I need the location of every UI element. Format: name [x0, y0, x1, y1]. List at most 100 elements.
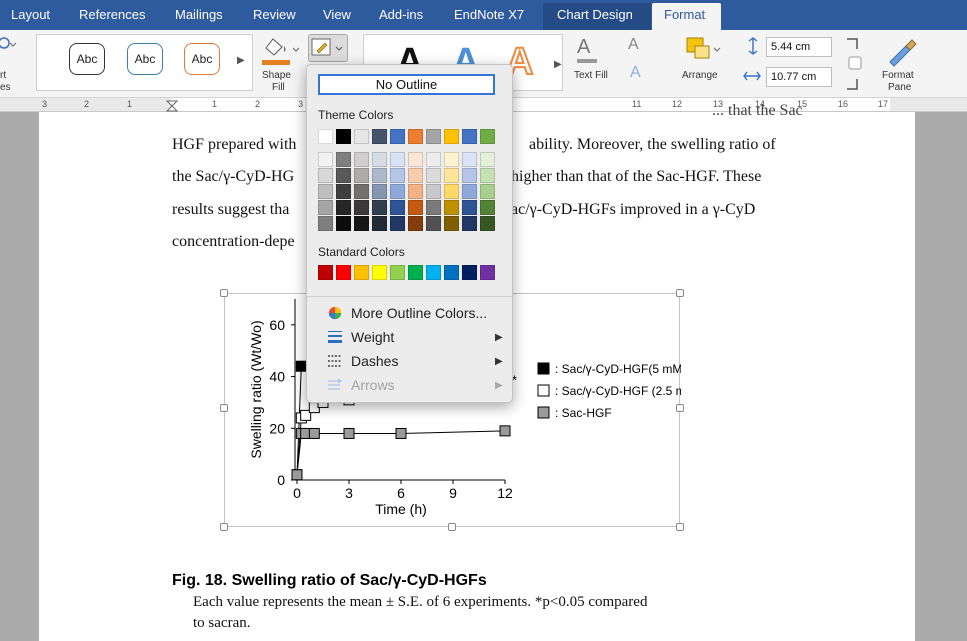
standard-color-swatch[interactable] [372, 265, 387, 280]
tab-format[interactable]: Format [664, 7, 706, 22]
resize-handle[interactable] [676, 523, 684, 531]
dashes-item[interactable]: Dashes [328, 353, 398, 369]
standard-color-swatch[interactable] [426, 265, 441, 280]
theme-color-swatch[interactable] [426, 129, 441, 144]
theme-shade-swatch[interactable] [426, 184, 441, 199]
theme-shade-swatch[interactable] [318, 168, 333, 183]
resize-handle[interactable] [676, 289, 684, 297]
theme-shade-swatch[interactable] [408, 184, 423, 199]
theme-shade-swatch[interactable] [372, 216, 387, 231]
theme-shade-swatch[interactable] [408, 216, 423, 231]
theme-shade-swatch[interactable] [408, 152, 423, 167]
standard-color-swatch[interactable] [480, 265, 495, 280]
theme-shade-swatch[interactable] [426, 216, 441, 231]
theme-color-swatch[interactable] [354, 129, 369, 144]
tab-layout[interactable]: Layout [11, 7, 51, 22]
standard-color-swatch[interactable] [444, 265, 459, 280]
theme-shade-swatch[interactable] [318, 152, 333, 167]
tab-add-ins[interactable]: Add-ins [379, 7, 424, 22]
theme-shade-swatch[interactable] [336, 184, 351, 199]
tab-format-active[interactable]: Format [652, 3, 721, 30]
crop-icon[interactable] [846, 37, 862, 91]
resize-handle[interactable] [220, 289, 228, 297]
shape-style-3[interactable]: Abc [184, 43, 220, 75]
theme-shade-swatch[interactable] [480, 168, 495, 183]
tab-review[interactable]: Review [253, 7, 296, 22]
arrange-icon[interactable] [684, 36, 724, 66]
theme-shade-swatch[interactable] [354, 168, 369, 183]
shape-styles-gallery[interactable]: Abc Abc Abc ▶ [36, 34, 253, 91]
tab-references[interactable]: References [79, 7, 146, 22]
theme-shade-swatch[interactable] [462, 168, 477, 183]
gallery-next-icon[interactable]: ▶ [237, 55, 245, 66]
text-effects-icon[interactable]: A [630, 64, 641, 81]
width-field[interactable]: 10.77 cm [766, 67, 832, 87]
theme-color-swatch[interactable] [462, 129, 477, 144]
resize-handle[interactable] [676, 404, 684, 412]
theme-shade-swatch[interactable] [390, 168, 405, 183]
shape-icon[interactable] [0, 34, 18, 54]
shape-outline-button[interactable] [308, 34, 348, 62]
theme-color-swatch[interactable] [336, 129, 351, 144]
indent-marker-icon[interactable] [166, 100, 178, 112]
theme-shade-swatch[interactable] [336, 168, 351, 183]
theme-shade-swatch[interactable] [336, 216, 351, 231]
theme-shade-swatch[interactable] [318, 184, 333, 199]
theme-shade-swatch[interactable] [462, 216, 477, 231]
arrows-item[interactable]: Arrows [328, 377, 395, 393]
theme-shade-swatch[interactable] [426, 168, 441, 183]
tab-view[interactable]: View [323, 7, 351, 22]
theme-shade-swatch[interactable] [444, 152, 459, 167]
theme-color-swatch[interactable] [480, 129, 495, 144]
theme-color-swatch[interactable] [390, 129, 405, 144]
theme-color-swatch[interactable] [444, 129, 459, 144]
theme-shade-swatch[interactable] [444, 216, 459, 231]
text-fill-button[interactable]: A [577, 36, 603, 64]
theme-shade-swatch[interactable] [372, 152, 387, 167]
resize-handle[interactable] [220, 523, 228, 531]
theme-shade-swatch[interactable] [462, 184, 477, 199]
standard-color-swatch[interactable] [408, 265, 423, 280]
theme-shade-swatch[interactable] [426, 200, 441, 215]
standard-color-swatch[interactable] [390, 265, 405, 280]
theme-shade-swatch[interactable] [480, 216, 495, 231]
theme-shade-swatch[interactable] [390, 200, 405, 215]
theme-shade-swatch[interactable] [408, 200, 423, 215]
wordart-next-icon[interactable]: ▶ [554, 59, 562, 70]
tab-endnote[interactable]: EndNote X7 [454, 7, 525, 22]
theme-shade-swatch[interactable] [408, 168, 423, 183]
theme-shade-swatch[interactable] [372, 168, 387, 183]
tab-mailings[interactable]: Mailings [175, 7, 223, 22]
theme-shade-swatch[interactable] [354, 184, 369, 199]
theme-color-swatch[interactable] [372, 129, 387, 144]
resize-handle[interactable] [220, 404, 228, 412]
theme-shade-swatch[interactable] [480, 200, 495, 215]
theme-shade-swatch[interactable] [444, 184, 459, 199]
theme-shade-swatch[interactable] [444, 168, 459, 183]
weight-item[interactable]: Weight [328, 329, 394, 345]
theme-shade-swatch[interactable] [318, 216, 333, 231]
theme-color-swatch[interactable] [318, 129, 333, 144]
theme-shade-swatch[interactable] [354, 152, 369, 167]
no-outline-button[interactable]: No Outline [318, 74, 495, 95]
theme-shade-swatch[interactable] [372, 184, 387, 199]
theme-shade-swatch[interactable] [336, 152, 351, 167]
theme-color-swatch[interactable] [408, 129, 423, 144]
shape-style-2[interactable]: Abc [127, 43, 163, 75]
resize-handle[interactable] [448, 523, 456, 531]
shape-fill-icon[interactable] [260, 34, 300, 66]
theme-shade-swatch[interactable] [444, 200, 459, 215]
theme-shade-swatch[interactable] [390, 216, 405, 231]
theme-shade-swatch[interactable] [462, 152, 477, 167]
theme-shade-swatch[interactable] [480, 152, 495, 167]
theme-shade-swatch[interactable] [390, 152, 405, 167]
more-outline-colors-item[interactable]: More Outline Colors... [328, 305, 487, 321]
format-pane-icon[interactable] [884, 38, 918, 68]
standard-color-swatch[interactable] [462, 265, 477, 280]
theme-shade-swatch[interactable] [372, 200, 387, 215]
theme-shade-swatch[interactable] [336, 200, 351, 215]
theme-shade-swatch[interactable] [480, 184, 495, 199]
theme-shade-swatch[interactable] [390, 184, 405, 199]
theme-shade-swatch[interactable] [462, 200, 477, 215]
standard-color-swatch[interactable] [354, 265, 369, 280]
